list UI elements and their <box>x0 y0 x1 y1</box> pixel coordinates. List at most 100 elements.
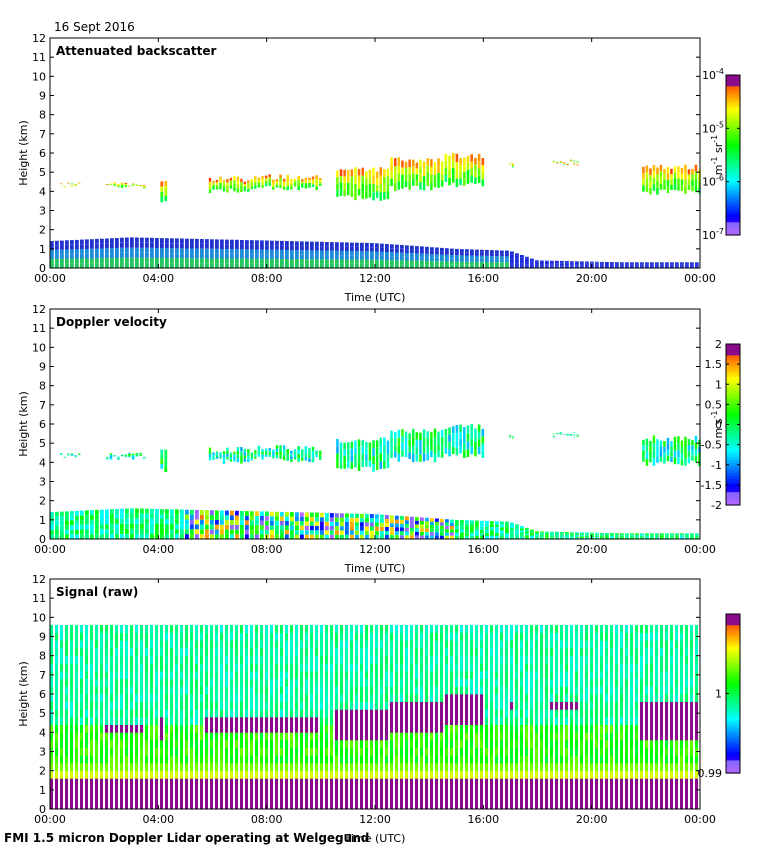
signal-cell <box>230 747 233 756</box>
cloud-cell <box>142 456 146 458</box>
signal-cell <box>75 778 78 787</box>
signal-cell <box>455 770 458 779</box>
cloud-cell <box>293 449 297 452</box>
signal-cell <box>265 724 268 733</box>
signal-cell <box>370 724 373 733</box>
signal-cell <box>390 655 393 664</box>
signal-cell <box>465 648 468 656</box>
bl-cell <box>460 264 464 268</box>
y-tick-label: 5 <box>39 437 46 450</box>
signal-cell <box>395 724 398 733</box>
signal-cell <box>300 732 303 741</box>
cloud-cell <box>275 183 279 186</box>
signal-cell <box>485 663 488 672</box>
signal-cell <box>420 724 423 733</box>
cloud-cell <box>401 449 404 457</box>
signal-cell <box>480 632 483 641</box>
cloud-cell <box>470 161 473 169</box>
cloud-cell <box>694 171 698 179</box>
signal-cell <box>55 717 58 725</box>
signal-cell <box>375 686 378 695</box>
signal-cell <box>155 671 158 679</box>
signal-cell <box>355 686 358 695</box>
signal-cell <box>415 724 418 733</box>
bl-cell <box>570 261 574 263</box>
signal-cell <box>55 801 58 810</box>
cloud-cell <box>415 162 419 169</box>
signal-cell <box>190 755 193 764</box>
bl-cell <box>50 259 54 264</box>
signal-cell <box>280 640 283 649</box>
cloud-cell <box>404 438 408 445</box>
signal-cell <box>200 770 203 779</box>
bl-cell <box>355 534 359 539</box>
cloud-cell <box>347 170 350 177</box>
signal-cell <box>285 640 288 649</box>
bl-cell <box>470 255 474 259</box>
bl-cell <box>525 533 529 536</box>
bl-cell <box>240 525 244 530</box>
bl-cell <box>395 248 399 253</box>
signal-cell <box>200 724 203 733</box>
bl-cell <box>600 261 604 263</box>
bl-cell <box>615 264 619 266</box>
bl-cell <box>350 530 354 535</box>
signal-cell <box>145 686 148 695</box>
signal-cell <box>425 694 428 702</box>
cloud-cell <box>308 458 311 462</box>
cloud-cell <box>282 445 286 449</box>
signal-cell <box>160 648 163 656</box>
signal-cell <box>175 655 178 664</box>
bl-cell <box>475 529 479 533</box>
signal-cell <box>185 747 188 756</box>
bl-cell <box>145 247 149 253</box>
signal-cell <box>115 755 118 764</box>
signal-cell <box>340 686 343 695</box>
bl-cell <box>200 534 204 539</box>
signal-cell <box>290 709 293 718</box>
y-tick-label: 3 <box>39 476 46 489</box>
bl-cell <box>395 519 399 524</box>
cloud-cell <box>304 183 308 186</box>
signal-cell <box>105 640 108 649</box>
bl-cell <box>490 253 494 257</box>
bl-cell <box>365 513 369 519</box>
bl-cell <box>120 518 124 524</box>
signal-cell <box>350 632 353 641</box>
cloud-cell <box>673 450 677 458</box>
signal-cell <box>435 732 438 741</box>
signal-cell <box>155 640 158 649</box>
signal-cell <box>420 663 423 672</box>
bl-cell <box>125 237 129 243</box>
bl-cell <box>695 537 699 539</box>
signal-cell <box>85 755 88 764</box>
cloud-cell <box>375 184 379 192</box>
cloud-cell <box>164 460 168 467</box>
signal-cell <box>180 663 183 672</box>
signal-cell <box>340 770 343 779</box>
signal-cell <box>145 801 148 810</box>
signal-cell <box>100 740 103 748</box>
bl-cell <box>175 534 179 539</box>
signal-cell <box>340 747 343 756</box>
cloud-cell <box>275 445 279 449</box>
signal-cell <box>70 655 73 664</box>
cloud-cell <box>448 178 451 186</box>
bl-cell <box>90 239 94 244</box>
cloud-cell <box>652 458 656 466</box>
signal-cell <box>455 778 458 787</box>
signal-cell <box>145 671 148 679</box>
signal-cell <box>75 632 78 641</box>
bl-cell <box>70 529 74 535</box>
bl-cell <box>300 263 304 268</box>
cloud-cell <box>301 179 304 182</box>
bl-cell <box>250 515 254 521</box>
bl-cell <box>690 536 694 538</box>
bl-cell <box>350 522 354 527</box>
signal-cell <box>145 625 148 633</box>
bl-cell <box>275 534 279 539</box>
signal-cell <box>355 663 358 672</box>
bl-cell <box>120 252 124 258</box>
signal-cell <box>115 801 118 810</box>
bl-cell <box>530 266 534 268</box>
